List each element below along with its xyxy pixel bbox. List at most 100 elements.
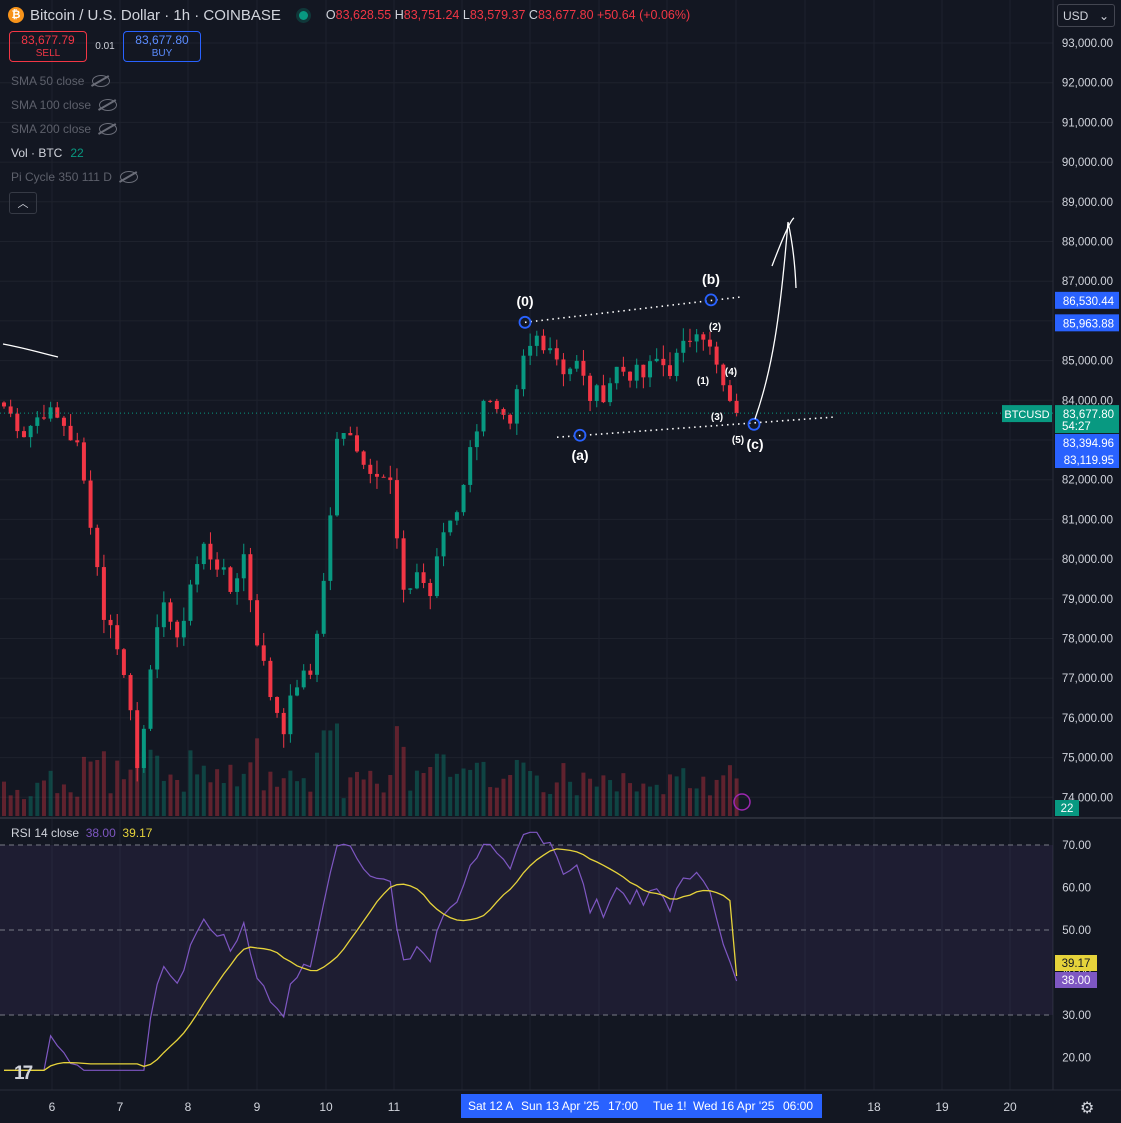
candle-body: [15, 413, 20, 432]
candle-body: [61, 417, 66, 426]
price-axis-label: 77,000.00: [1062, 673, 1113, 685]
volume-bar: [468, 769, 473, 816]
volume-bar: [574, 795, 579, 816]
time-axis-label: 19: [935, 1100, 949, 1114]
volume-bar: [141, 751, 146, 816]
wave-label: (1): [697, 376, 709, 387]
candle-body: [634, 364, 639, 381]
eye-hidden-icon[interactable]: [119, 171, 138, 183]
candle-body: [408, 588, 413, 590]
volume-bar: [175, 779, 180, 816]
volume-bar: [554, 782, 559, 816]
price-axis-label: 90,000.00: [1062, 157, 1113, 169]
volume-bar: [434, 753, 439, 816]
eye-hidden-icon[interactable]: [99, 123, 118, 135]
volume-bar: [354, 771, 359, 816]
candle-body: [281, 712, 286, 735]
time-axis-label: 6: [49, 1100, 56, 1114]
price-tag: [1055, 434, 1119, 451]
eye-hidden-icon[interactable]: [99, 99, 118, 111]
price-tag-label: 83,677.80: [1063, 409, 1114, 421]
candle-body: [641, 364, 646, 378]
price-axis-label: 84,000.00: [1062, 395, 1113, 407]
candle-body: [181, 620, 186, 638]
candle-body: [721, 364, 726, 386]
chevron-up-icon: ︿: [17, 198, 29, 210]
symbol-header: ₿ Bitcoin / U.S. Dollar · 1h · COINBASE …: [8, 5, 690, 25]
volume-bar: [201, 765, 206, 816]
candle-body: [681, 340, 686, 353]
volume-bar: [727, 765, 732, 816]
volume-bar: [61, 784, 66, 816]
volume-bar: [421, 773, 426, 816]
indicator-volume[interactable]: Vol · BTC 22: [11, 146, 84, 160]
candle-body: [95, 527, 100, 568]
volume-bar: [628, 783, 633, 816]
candle-body: [195, 564, 200, 585]
indicator-sma50[interactable]: SMA 50 close: [11, 74, 111, 88]
eye-hidden-icon[interactable]: [92, 75, 111, 87]
volume-bar: [195, 774, 200, 816]
sell-button[interactable]: 83,677.79 SELL: [9, 31, 87, 62]
indicator-sma200[interactable]: SMA 200 close: [11, 122, 118, 136]
volume-bar: [414, 770, 419, 816]
time-axis-label: 10: [319, 1100, 333, 1114]
candle-body: [707, 339, 712, 347]
candle-body: [88, 480, 93, 528]
candle-body: [208, 543, 213, 560]
candle-body: [488, 400, 493, 402]
candle-body: [594, 385, 599, 401]
volume-bar: [301, 778, 306, 816]
volume-bar: [88, 761, 93, 816]
candle-body: [441, 532, 446, 557]
price-tag-label: 85,963.88: [1063, 318, 1114, 330]
currency-select[interactable]: USD ⌄: [1057, 4, 1115, 27]
buy-button[interactable]: 83,677.80 BUY: [123, 31, 201, 62]
volume-bar: [148, 749, 153, 816]
candle-body: [581, 360, 586, 376]
candle-body: [175, 621, 180, 638]
volume-bar: [261, 790, 266, 816]
market-status-icon[interactable]: [298, 10, 308, 20]
indicator-sma100[interactable]: SMA 100 close: [11, 98, 118, 112]
price-axis-label: 78,000.00: [1062, 634, 1113, 646]
price-tag: [1055, 451, 1119, 468]
candle-body: [48, 407, 53, 419]
candle-body: [474, 431, 479, 448]
candle-body: [628, 371, 633, 381]
volume-bar: [161, 780, 166, 816]
candle-body: [354, 435, 359, 452]
price-tag-label: 83,394.96: [1063, 438, 1114, 450]
volume-bar: [661, 794, 666, 816]
candle-body: [81, 442, 86, 481]
candle-body: [335, 438, 339, 516]
volume-bar: [381, 792, 386, 816]
rsi-value-label: 39.17: [1062, 958, 1091, 970]
volume-bar: [35, 782, 40, 816]
volume-bar: [541, 792, 546, 816]
volume-bar: [488, 787, 493, 816]
volume-bar: [68, 792, 73, 816]
volume-bar: [341, 798, 346, 816]
candle-body: [161, 602, 166, 628]
time-axis-label: 7: [117, 1100, 124, 1114]
settings-gear-icon[interactable]: ⚙: [1080, 1100, 1095, 1117]
candle-body: [121, 649, 126, 676]
volume-bar: [694, 788, 699, 816]
volume-bar: [461, 768, 466, 816]
rsi-legend[interactable]: RSI 14 close 38.00 39.17: [11, 826, 153, 840]
symbol-title[interactable]: Bitcoin / U.S. Dollar · 1h · COINBASE: [30, 6, 281, 24]
volume-bar: [41, 780, 46, 816]
candle-body: [348, 432, 353, 436]
indicator-pi-cycle[interactable]: Pi Cycle 350 111 D: [11, 170, 138, 184]
candle-body: [41, 417, 46, 419]
rsi-line: [4, 831, 738, 1071]
volume-bar: [648, 786, 653, 816]
volume-bar: [115, 760, 120, 816]
alert-icon: [733, 793, 751, 811]
tradingview-logo[interactable]: 17: [14, 1063, 33, 1084]
price-axis-label: 89,000.00: [1062, 197, 1113, 209]
volume-bar: [614, 791, 619, 816]
collapse-indicators-button[interactable]: ︿: [9, 192, 37, 214]
